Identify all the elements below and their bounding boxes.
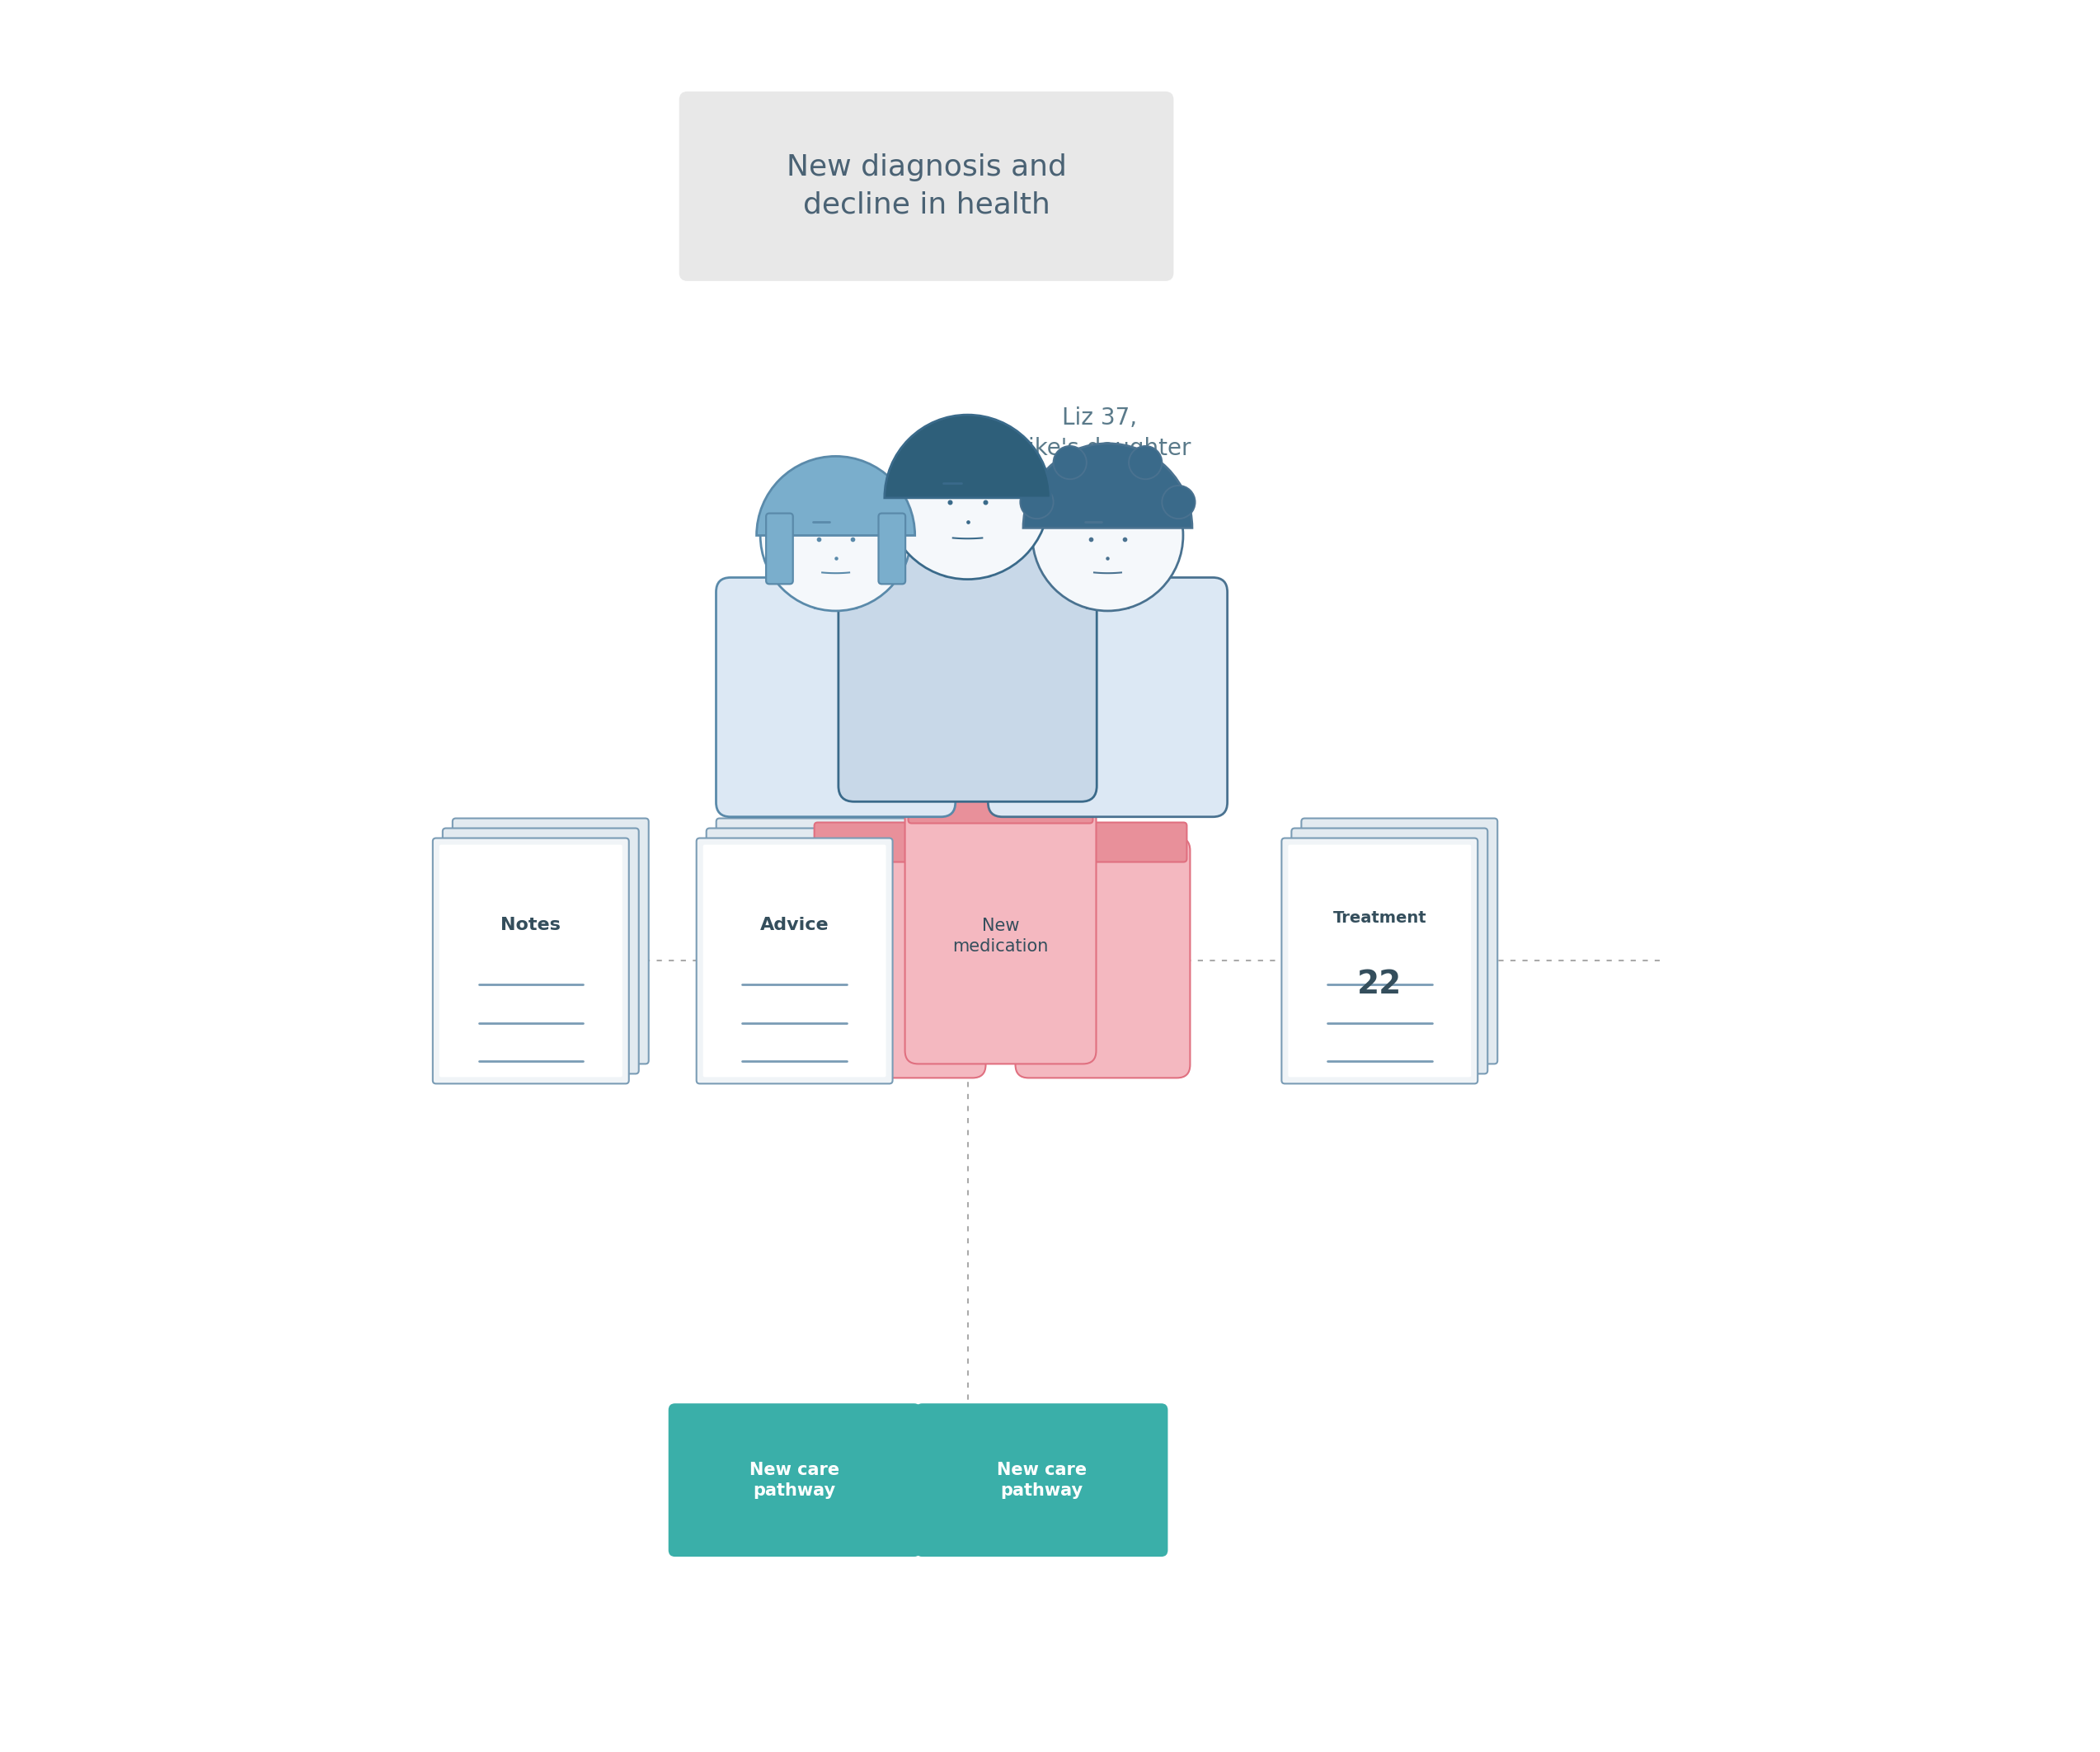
FancyBboxPatch shape	[1016, 837, 1191, 1077]
FancyBboxPatch shape	[916, 1403, 1168, 1558]
FancyBboxPatch shape	[439, 844, 622, 1077]
FancyBboxPatch shape	[443, 829, 638, 1074]
Text: New
medication: New medication	[953, 918, 1048, 955]
FancyBboxPatch shape	[452, 818, 649, 1063]
Text: New care
pathway: New care pathway	[998, 1461, 1086, 1498]
FancyBboxPatch shape	[815, 822, 983, 862]
FancyBboxPatch shape	[1281, 837, 1478, 1084]
Circle shape	[1021, 485, 1054, 519]
FancyBboxPatch shape	[945, 545, 991, 576]
FancyBboxPatch shape	[766, 513, 794, 583]
Text: Advice: Advice	[760, 916, 830, 934]
Circle shape	[1161, 485, 1195, 519]
Text: Notes: Notes	[500, 916, 561, 934]
Circle shape	[1054, 447, 1086, 480]
Text: Treatment: Treatment	[1334, 909, 1426, 925]
Text: 22: 22	[1357, 969, 1403, 1000]
FancyBboxPatch shape	[1302, 818, 1497, 1063]
FancyBboxPatch shape	[716, 578, 956, 816]
FancyBboxPatch shape	[1287, 844, 1472, 1077]
Circle shape	[1130, 447, 1161, 480]
FancyBboxPatch shape	[815, 578, 857, 608]
FancyBboxPatch shape	[878, 513, 905, 583]
FancyBboxPatch shape	[838, 543, 1096, 802]
FancyBboxPatch shape	[678, 91, 1174, 280]
FancyBboxPatch shape	[905, 799, 1096, 1063]
FancyBboxPatch shape	[987, 578, 1226, 816]
Wedge shape	[1023, 443, 1193, 527]
Circle shape	[886, 417, 1050, 580]
FancyBboxPatch shape	[909, 783, 1092, 823]
FancyBboxPatch shape	[697, 837, 892, 1084]
FancyBboxPatch shape	[704, 844, 886, 1077]
Text: New diagnosis and
decline in health: New diagnosis and decline in health	[785, 154, 1067, 219]
FancyBboxPatch shape	[811, 837, 985, 1077]
FancyBboxPatch shape	[1292, 829, 1487, 1074]
FancyBboxPatch shape	[706, 829, 903, 1074]
Wedge shape	[756, 456, 916, 536]
FancyBboxPatch shape	[668, 1403, 920, 1558]
Circle shape	[760, 461, 911, 611]
Wedge shape	[884, 415, 1050, 498]
FancyBboxPatch shape	[716, 818, 911, 1063]
FancyBboxPatch shape	[1086, 578, 1130, 608]
FancyBboxPatch shape	[1018, 822, 1186, 862]
Circle shape	[1033, 461, 1182, 611]
Text: New care
pathway: New care pathway	[750, 1461, 840, 1498]
FancyBboxPatch shape	[433, 837, 628, 1084]
Text: Liz 37,
Mike's daughter: Liz 37, Mike's daughter	[1008, 406, 1191, 461]
